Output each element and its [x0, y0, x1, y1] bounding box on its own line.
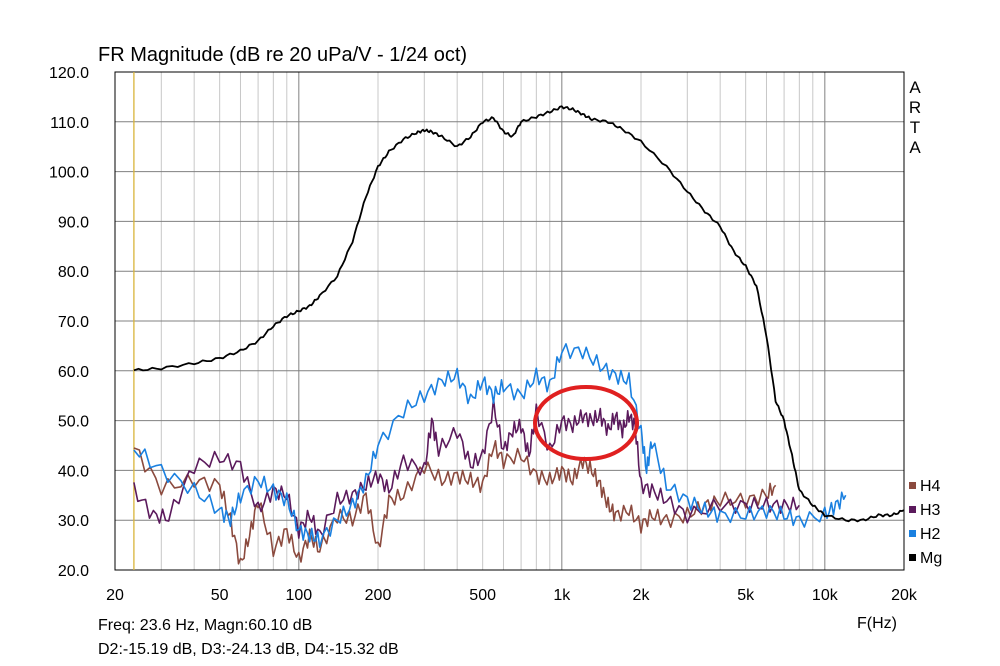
legend: H4 H3 H2 Mg	[909, 478, 942, 567]
x-axis-label: F(Hz)	[857, 615, 897, 632]
series-line-mg	[133, 105, 905, 523]
x-tick-label: 20	[106, 587, 124, 604]
y-tick-label: 50.0	[58, 414, 89, 431]
y-axis-ticks: 20.0 30.0 40.0 50.0 60.0 70.0 80.0 90.0 100.0 110…	[49, 65, 89, 580]
x-tick-label: 500	[469, 587, 496, 604]
legend-swatch-h2	[909, 530, 916, 537]
legend-swatch-mg	[909, 554, 916, 561]
legend-label-mg: Mg	[920, 550, 942, 567]
x-tick-label: 1k	[553, 587, 571, 604]
y-tick-label: 70.0	[58, 314, 89, 331]
plot-grid	[115, 72, 904, 570]
legend-swatch-h4	[909, 482, 916, 489]
x-tick-label: 20k	[891, 587, 918, 604]
y-tick-label: 80.0	[58, 264, 89, 281]
x-tick-label: 50	[211, 587, 229, 604]
x-tick-label: 100	[285, 587, 312, 604]
side-label-letter: T	[910, 118, 920, 137]
x-tick-label: 2k	[633, 587, 651, 604]
chart-title: FR Magnitude (dB re 20 uPa/V - 1/24 oct)	[98, 44, 467, 66]
legend-swatch-h3	[909, 506, 916, 513]
x-axis-ticks: 20 50 100 200 500 1k 2k 5k 10k 20k	[106, 587, 918, 604]
series-line-h2	[133, 342, 847, 549]
y-tick-label: 120.0	[49, 65, 89, 82]
x-tick-label: 200	[365, 587, 392, 604]
side-label-letter: A	[909, 138, 921, 157]
cursor-readout-line1: Freq: 23.6 Hz, Magn:60.10 dB	[98, 617, 312, 634]
side-label-letter: A	[909, 78, 921, 97]
x-tick-label: 10k	[812, 587, 839, 604]
y-tick-label: 30.0	[58, 513, 89, 530]
y-tick-label: 110.0	[50, 115, 89, 132]
y-tick-label: 90.0	[58, 214, 89, 231]
series-line-h3	[133, 397, 800, 539]
y-tick-label: 20.0	[58, 563, 89, 580]
legend-label-h2: H2	[920, 526, 941, 543]
side-label-letter: R	[909, 98, 921, 117]
highlight-circle-annotation	[533, 385, 639, 461]
cursor-readout-line2: D2:-15.19 dB, D3:-24.13 dB, D4:-15.32 dB	[98, 641, 399, 658]
series-line-h4	[133, 439, 777, 565]
series-lines	[133, 105, 905, 565]
x-tick-label: 5k	[737, 587, 755, 604]
y-tick-label: 40.0	[58, 463, 89, 480]
legend-label-h4: H4	[920, 478, 941, 495]
y-tick-label: 100.0	[49, 165, 89, 182]
legend-label-h3: H3	[920, 502, 941, 519]
plot-frame	[114, 71, 905, 571]
y-tick-label: 60.0	[58, 364, 89, 381]
